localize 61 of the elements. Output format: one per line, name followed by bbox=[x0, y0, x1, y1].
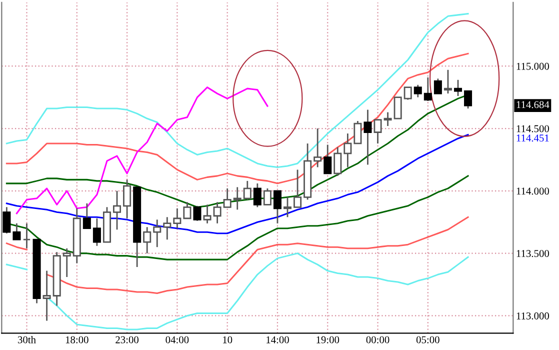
y-tick-label: 113.000 bbox=[516, 312, 550, 320]
text: 114.451 bbox=[516, 134, 549, 142]
candlestick bbox=[253, 182, 262, 208]
candlestick bbox=[334, 146, 342, 177]
candlestick bbox=[273, 190, 282, 224]
candlestick bbox=[404, 86, 412, 100]
candlestick bbox=[163, 216, 172, 240]
x-tick-label: 10 bbox=[223, 336, 232, 344]
candlestick bbox=[143, 226, 152, 254]
candlestick bbox=[113, 190, 122, 230]
candlestick bbox=[394, 96, 402, 120]
candlestick bbox=[92, 218, 101, 247]
candlestick bbox=[223, 188, 232, 208]
candlestick bbox=[314, 128, 322, 168]
x-tick-label: 30th bbox=[18, 336, 36, 344]
x-tick-label: 14:00 bbox=[266, 336, 289, 344]
line-series bbox=[6, 52, 469, 184]
candlestick bbox=[153, 218, 162, 248]
candlestick bbox=[344, 132, 352, 168]
candlestick bbox=[364, 109, 372, 166]
text: 114.684 bbox=[516, 101, 550, 108]
candlestick bbox=[203, 204, 212, 224]
line-series bbox=[6, 134, 469, 234]
candlestick bbox=[193, 205, 202, 222]
candlestick bbox=[243, 180, 252, 200]
x-tick-label: 19:00 bbox=[316, 336, 340, 344]
candlestick bbox=[233, 186, 242, 210]
candlestick bbox=[173, 208, 182, 230]
candlestick bbox=[414, 84, 422, 98]
y-tick-label: 114.500 bbox=[516, 125, 550, 132]
candlestick bbox=[62, 248, 71, 278]
candlestick bbox=[384, 112, 392, 127]
x-tick-label: 05:00 bbox=[416, 336, 440, 344]
x-tick-label: 04:00 bbox=[166, 336, 189, 344]
candlestick bbox=[374, 119, 382, 144]
line-series bbox=[6, 12, 469, 168]
candlestick bbox=[434, 78, 442, 94]
x-tick-label: 00:00 bbox=[366, 336, 390, 344]
x-tick-label: 23:00 bbox=[116, 336, 139, 344]
y-tick-label: 113.500 bbox=[516, 250, 550, 258]
candlestick bbox=[12, 222, 21, 240]
candlestick bbox=[22, 222, 31, 250]
candlestick bbox=[2, 206, 11, 234]
y-tick-label: 114.000 bbox=[516, 188, 550, 195]
candlestick bbox=[454, 79, 462, 97]
candlestick bbox=[183, 201, 192, 220]
x-tick-label: 18:00 bbox=[66, 336, 88, 344]
candlestick bbox=[213, 201, 222, 224]
candlestick bbox=[284, 196, 292, 218]
candlestick bbox=[263, 188, 272, 206]
line-series bbox=[16, 86, 268, 214]
candlestick bbox=[42, 270, 51, 322]
candlestick bbox=[444, 69, 452, 94]
candlestick bbox=[82, 202, 91, 230]
candlestick bbox=[354, 120, 362, 144]
candlestick bbox=[464, 90, 472, 110]
candlestick bbox=[294, 169, 302, 208]
candlestick bbox=[123, 178, 132, 220]
candlestick bbox=[324, 144, 332, 174]
y-tick-label: 115.000 bbox=[516, 62, 550, 70]
candlestick bbox=[424, 76, 432, 102]
